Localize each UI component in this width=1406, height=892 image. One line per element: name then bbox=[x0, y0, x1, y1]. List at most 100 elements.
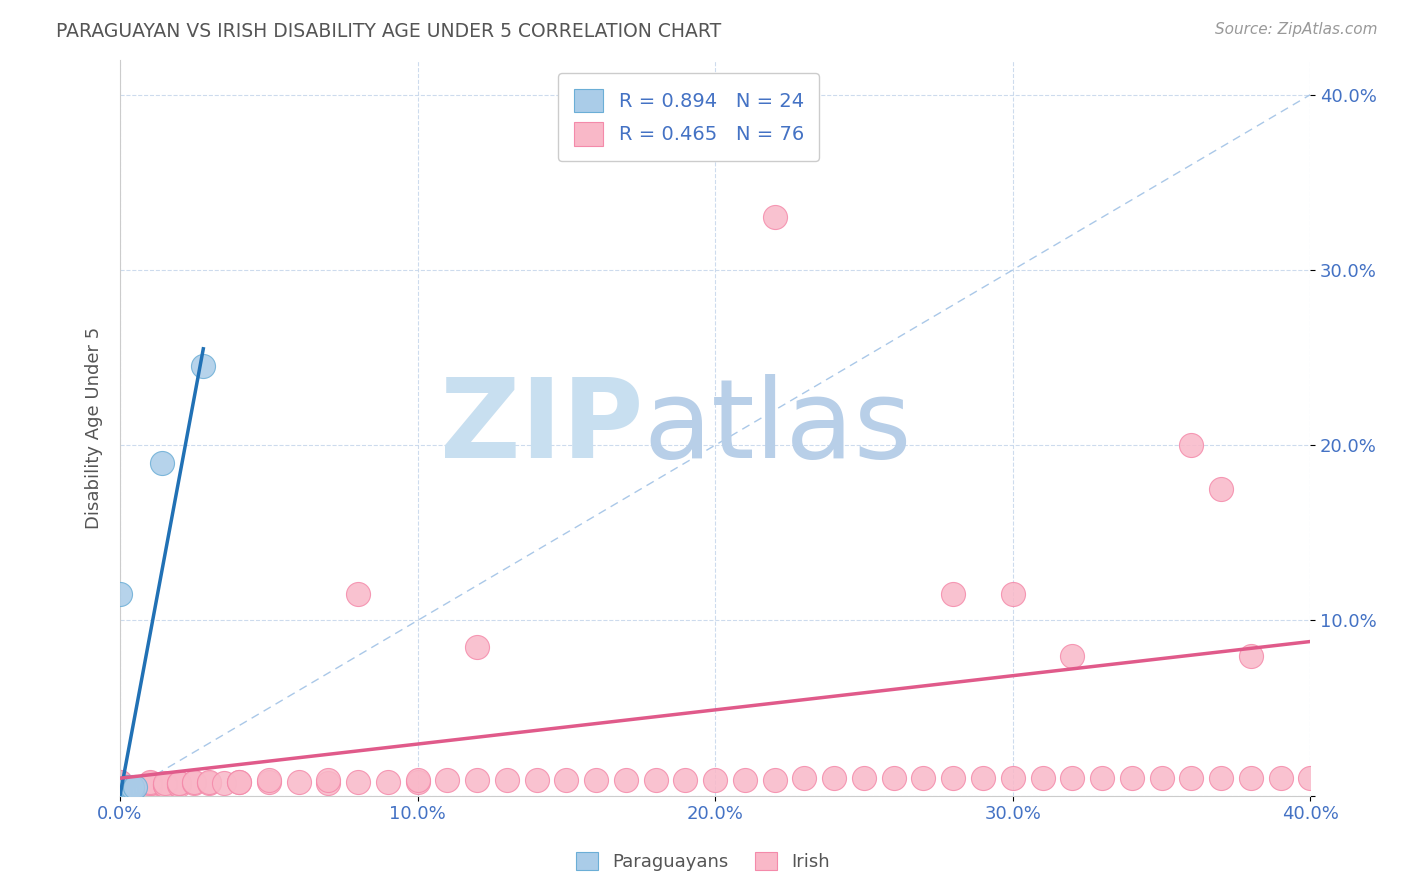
Point bbox=[138, 780, 160, 794]
Point bbox=[153, 778, 176, 792]
Point bbox=[257, 774, 280, 789]
Point bbox=[1062, 771, 1084, 785]
Point bbox=[118, 781, 141, 796]
Point bbox=[108, 587, 131, 601]
Point bbox=[1240, 771, 1263, 785]
Point bbox=[495, 772, 517, 787]
Point bbox=[115, 785, 138, 799]
Point bbox=[1180, 438, 1202, 452]
Point bbox=[1240, 648, 1263, 663]
Point bbox=[115, 783, 138, 797]
Point bbox=[942, 771, 965, 785]
Point bbox=[212, 776, 235, 790]
Point bbox=[108, 776, 131, 790]
Point bbox=[111, 783, 134, 797]
Point bbox=[555, 772, 578, 787]
Point bbox=[704, 772, 727, 787]
Point bbox=[115, 785, 138, 799]
Point bbox=[108, 774, 131, 789]
Point bbox=[1270, 771, 1292, 785]
Point bbox=[347, 587, 370, 601]
Point bbox=[406, 774, 429, 789]
Point bbox=[108, 780, 131, 794]
Point bbox=[436, 772, 458, 787]
Point bbox=[121, 781, 143, 796]
Point bbox=[153, 778, 176, 792]
Point bbox=[1001, 771, 1024, 785]
Point bbox=[1001, 587, 1024, 601]
Point bbox=[108, 785, 131, 799]
Point bbox=[1209, 771, 1232, 785]
Point bbox=[138, 778, 160, 792]
Point bbox=[111, 787, 134, 801]
Point bbox=[169, 778, 191, 792]
Point bbox=[138, 776, 160, 790]
Text: Source: ZipAtlas.com: Source: ZipAtlas.com bbox=[1215, 22, 1378, 37]
Point bbox=[108, 778, 131, 792]
Point bbox=[763, 211, 786, 225]
Point bbox=[198, 774, 221, 789]
Point bbox=[121, 780, 143, 794]
Point bbox=[1150, 771, 1173, 785]
Legend: Paraguayans, Irish: Paraguayans, Irish bbox=[568, 845, 838, 879]
Point bbox=[316, 776, 339, 790]
Point bbox=[115, 781, 138, 796]
Point bbox=[124, 780, 146, 794]
Point bbox=[169, 776, 191, 790]
Point bbox=[734, 772, 756, 787]
Point bbox=[115, 780, 138, 794]
Point bbox=[228, 774, 250, 789]
Point bbox=[153, 776, 176, 790]
Point bbox=[614, 772, 637, 787]
Point bbox=[585, 772, 607, 787]
Point bbox=[111, 785, 134, 799]
Point bbox=[287, 774, 309, 789]
Point bbox=[912, 771, 935, 785]
Text: ZIP: ZIP bbox=[440, 374, 644, 481]
Point bbox=[942, 587, 965, 601]
Point bbox=[883, 771, 905, 785]
Point bbox=[198, 776, 221, 790]
Point bbox=[347, 774, 370, 789]
Point bbox=[763, 772, 786, 787]
Point bbox=[115, 781, 138, 796]
Point bbox=[673, 772, 696, 787]
Point bbox=[1031, 771, 1053, 785]
Point bbox=[108, 780, 131, 794]
Point bbox=[793, 771, 815, 785]
Point bbox=[1091, 771, 1114, 785]
Point bbox=[118, 780, 141, 794]
Point bbox=[108, 778, 131, 792]
Point bbox=[115, 783, 138, 797]
Point bbox=[644, 772, 666, 787]
Point bbox=[108, 776, 131, 790]
Point bbox=[108, 778, 131, 792]
Y-axis label: Disability Age Under 5: Disability Age Under 5 bbox=[86, 326, 103, 529]
Point bbox=[228, 774, 250, 789]
Text: atlas: atlas bbox=[644, 374, 912, 481]
Point bbox=[118, 781, 141, 796]
Point bbox=[111, 783, 134, 797]
Point bbox=[465, 640, 488, 654]
Point bbox=[465, 772, 488, 787]
Point bbox=[183, 774, 205, 789]
Point bbox=[377, 774, 399, 789]
Point bbox=[1180, 771, 1202, 785]
Point bbox=[316, 772, 339, 787]
Legend: R = 0.894   N = 24, R = 0.465   N = 76: R = 0.894 N = 24, R = 0.465 N = 76 bbox=[558, 73, 820, 161]
Point bbox=[193, 359, 215, 374]
Point bbox=[257, 772, 280, 787]
Text: PARAGUAYAN VS IRISH DISABILITY AGE UNDER 5 CORRELATION CHART: PARAGUAYAN VS IRISH DISABILITY AGE UNDER… bbox=[56, 22, 721, 41]
Point bbox=[118, 783, 141, 797]
Point bbox=[1209, 482, 1232, 496]
Point bbox=[150, 456, 173, 470]
Point bbox=[823, 771, 845, 785]
Point bbox=[1121, 771, 1143, 785]
Point bbox=[138, 774, 160, 789]
Point bbox=[108, 787, 131, 801]
Point bbox=[169, 776, 191, 790]
Point bbox=[183, 776, 205, 790]
Point bbox=[108, 776, 131, 790]
Point bbox=[972, 771, 994, 785]
Point bbox=[1299, 771, 1322, 785]
